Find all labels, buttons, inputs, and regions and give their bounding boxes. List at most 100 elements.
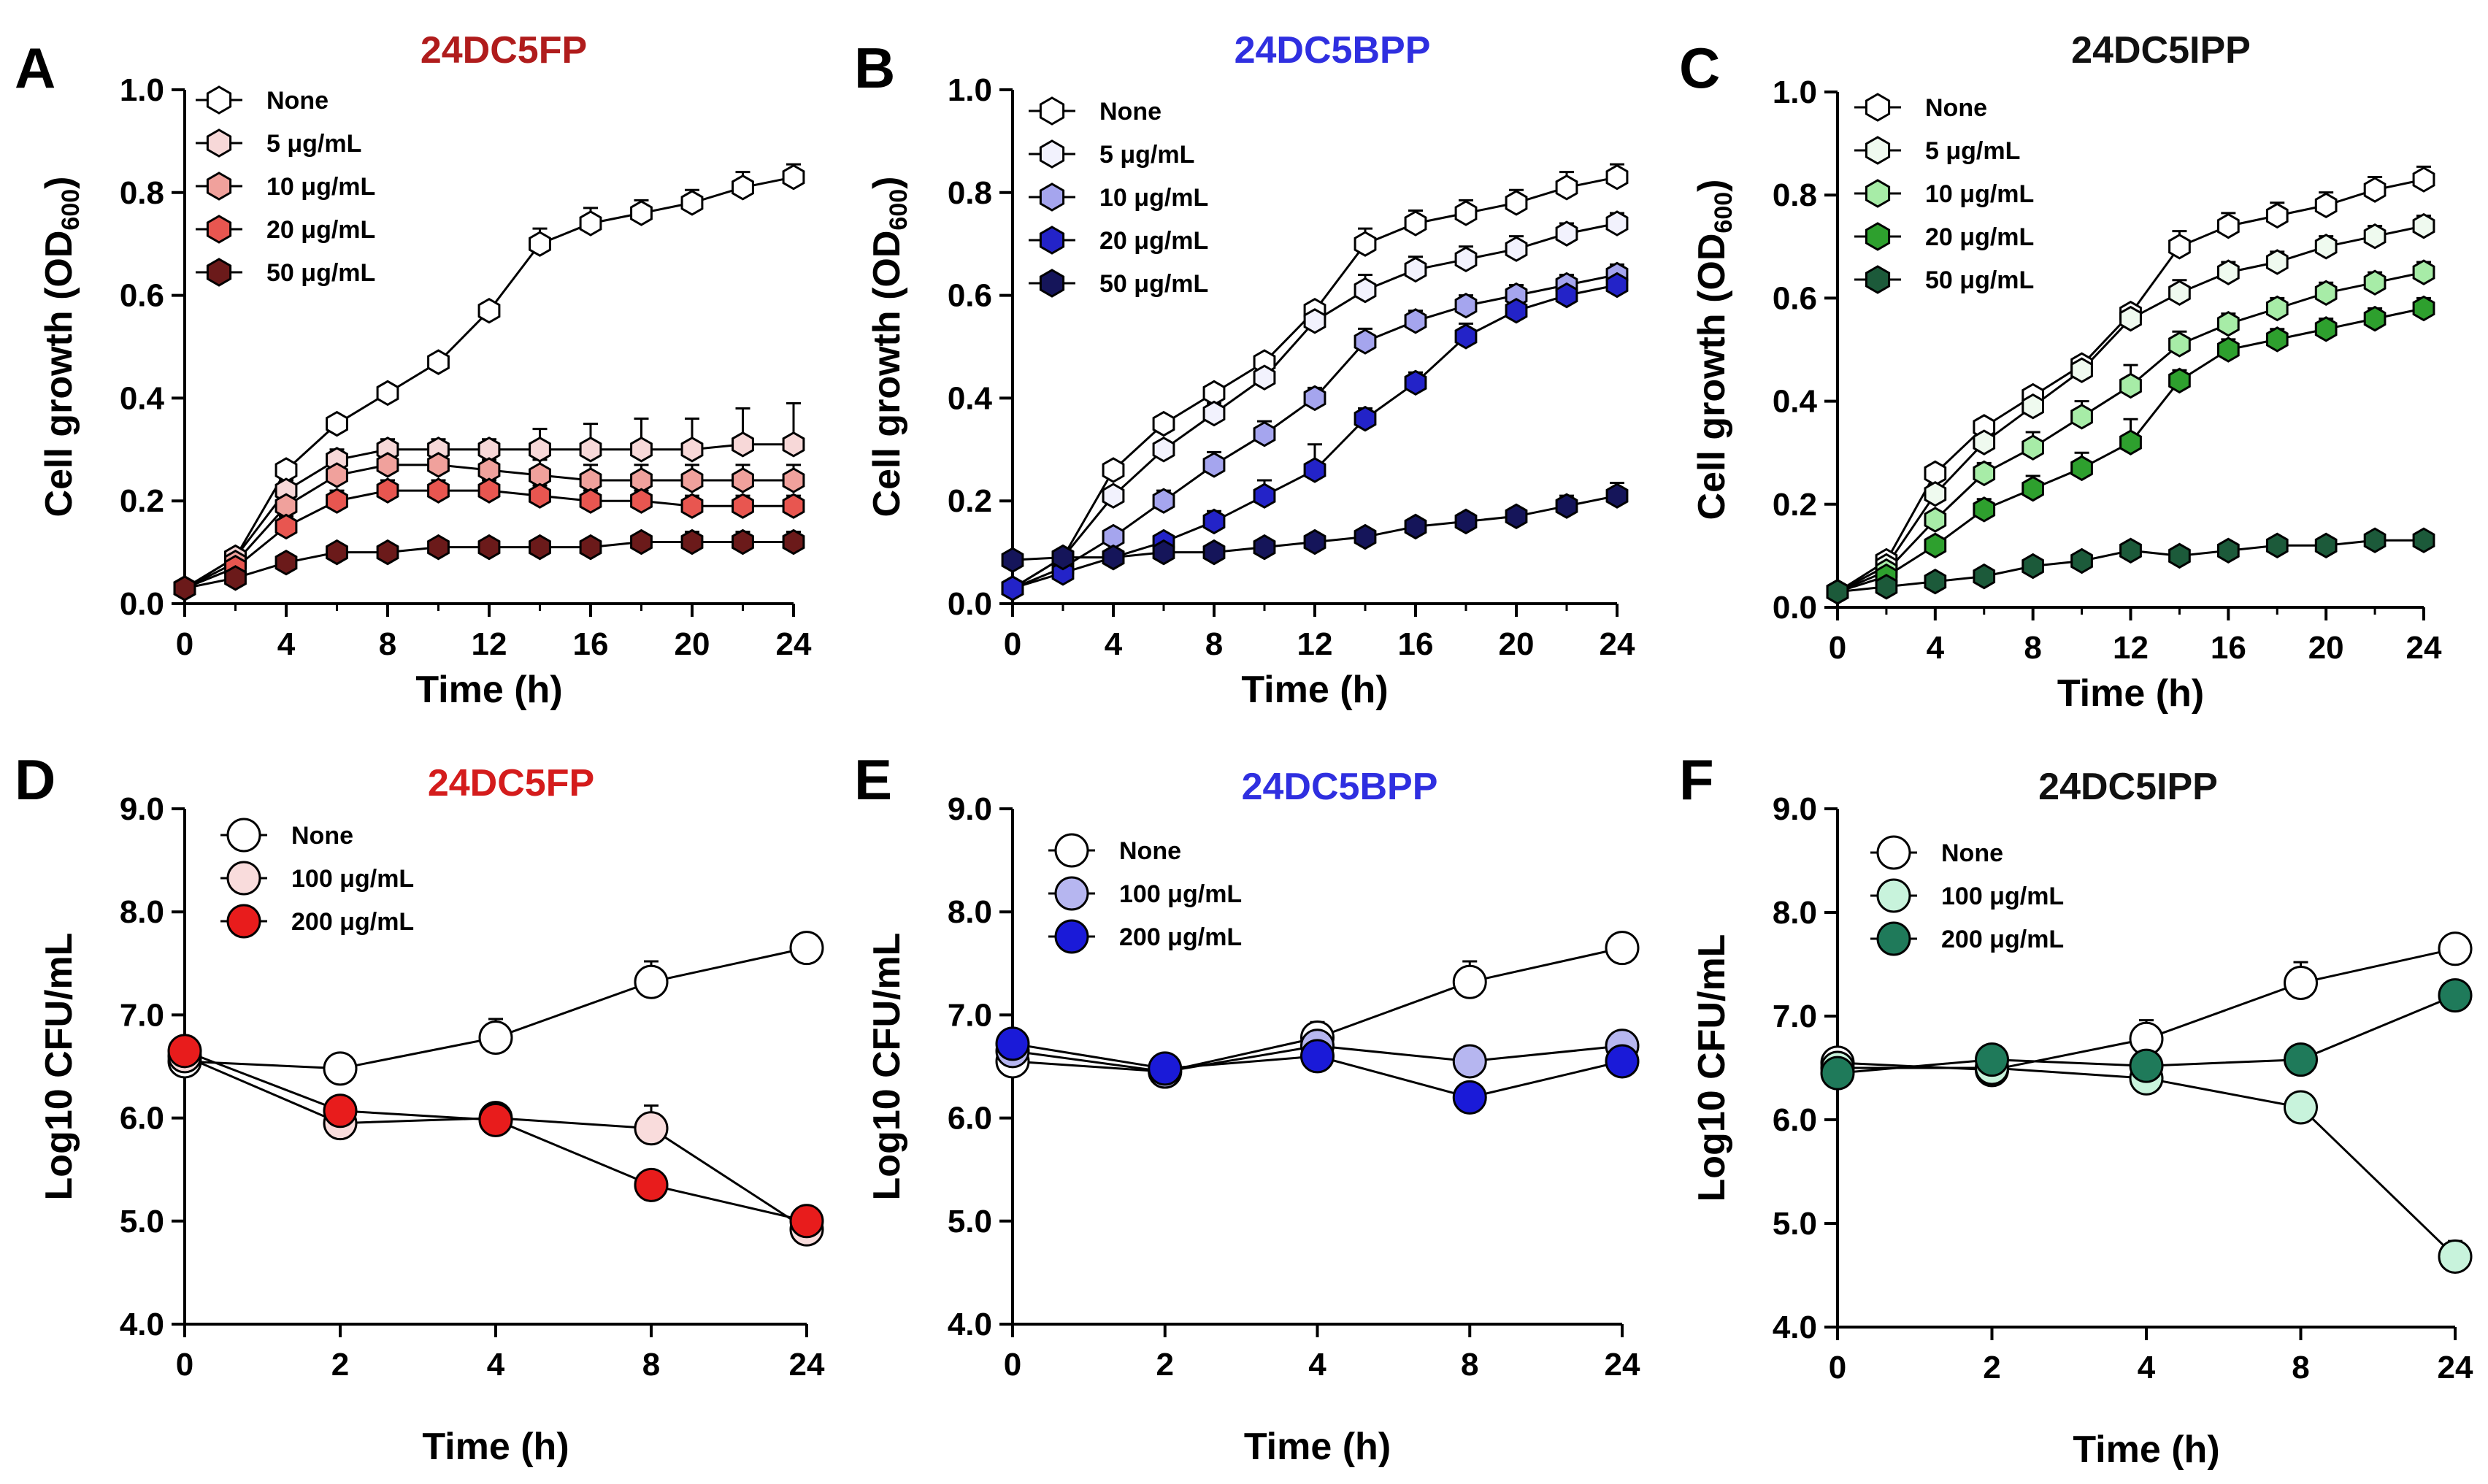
x-tick-label: 16 [2211,630,2246,666]
legend-marker [1865,265,1891,294]
data-point [2412,259,2435,285]
legend-marker [1054,919,1089,954]
data-point [1826,579,1849,605]
data-point [1253,534,1276,561]
data-point [1505,190,1528,216]
data-point [323,1093,358,1129]
data-point [224,565,247,591]
x-tick-label: 20 [2308,630,2344,666]
data-point [1454,323,1478,350]
data-point [478,1102,513,1137]
data-point [2217,212,2240,239]
data-point [2438,931,2473,966]
x-tick-label: 16 [1398,626,1434,662]
data-point [680,437,704,463]
data-point [1354,277,1377,304]
data-point [1354,231,1377,257]
x-tick-label: 0 [1829,630,1846,666]
legend-marker [1039,139,1065,169]
x-tick-label: 8 [1461,1347,1478,1383]
data-point [2284,1042,2318,1077]
legend-marker [206,172,232,201]
data-point [274,549,298,576]
panel-letter: E [854,747,892,812]
legend-label: 50 μg/mL [266,259,375,287]
legend-label: 50 μg/mL [1099,270,1208,298]
x-tick-label: 2 [331,1347,349,1383]
legend-label: 5 μg/mL [1925,137,2020,165]
data-point [789,931,824,966]
data-point [2363,177,2387,203]
legend-marker [206,128,232,158]
data-point [1875,574,1898,600]
legend-label: 20 μg/mL [266,216,375,244]
data-point [1152,410,1175,437]
x-axis-title: Time (h) [2073,1429,2219,1471]
data-point [1253,483,1276,509]
legend-label: 200 μg/mL [291,908,414,936]
data-point [1555,220,1578,247]
legend-marker [1876,921,1911,956]
data-point [1820,1056,1855,1091]
data-point [1300,1039,1335,1074]
x-tick-label: 12 [2113,630,2149,666]
data-point [782,431,805,458]
data-point [173,575,196,601]
y-tick-label: 8.0 [120,894,164,930]
data-point [1924,532,1947,559]
data-point [2022,475,2044,502]
legend-label: None [1941,839,2003,867]
y-tick-label: 5.0 [948,1204,992,1239]
data-point [1454,292,1478,319]
y-tick-label: 0.8 [948,175,992,211]
data-point [2363,269,2387,296]
legend-marker [1876,878,1911,913]
data-point [1555,282,1578,309]
panel-letter: D [15,747,55,812]
x-tick-label: 8 [379,626,396,662]
data-point [1303,308,1326,334]
data-point [2284,1090,2318,1125]
legend-label: 20 μg/mL [1099,227,1208,255]
data-point [1555,174,1578,201]
data-point [167,1034,202,1069]
data-point [2070,404,2093,430]
data-point [2363,223,2387,250]
x-tick-label: 0 [1004,626,1021,662]
legend-marker [226,818,261,853]
data-point [1102,483,1125,509]
legend-label: 5 μg/mL [266,130,361,158]
x-tick-label: 4 [277,626,296,662]
y-tick-label: 4.0 [948,1307,992,1342]
data-point [2168,234,2191,260]
data-point [995,1026,1030,1061]
x-tick-label: 8 [2292,1350,2309,1385]
y-tick-label: 1.0 [948,72,992,108]
panel-letter: A [15,36,55,100]
data-point [2314,316,2338,342]
y-tick-label: 4.0 [120,1307,164,1342]
data-point [2438,1239,2473,1274]
y-axis-title: Log10 CFU/mL [866,933,908,1201]
data-point [2265,249,2289,275]
y-tick-label: 0.4 [948,380,993,416]
data-point [1202,539,1226,566]
data-point [2168,542,2191,569]
data-point [1454,200,1478,226]
y-tick-label: 5.0 [120,1204,164,1239]
y-tick-label: 0.2 [1773,487,1817,523]
panel-title: 24DC5FP [428,762,594,804]
legend-label: 100 μg/mL [1941,883,2064,910]
x-axis-title: Time (h) [2057,672,2204,715]
data-point [2265,202,2289,229]
data-point [478,1020,513,1055]
data-point [2412,295,2435,322]
legend-label: None [266,87,329,115]
legend-label: 100 μg/mL [1119,880,1242,908]
data-point [2070,547,2093,574]
y-tick-label: 9.0 [120,791,164,827]
x-tick-label: 24 [1600,626,1635,662]
y-tick-label: 0.6 [1773,280,1817,316]
panel-title: 24DC5BPP [1242,766,1438,808]
